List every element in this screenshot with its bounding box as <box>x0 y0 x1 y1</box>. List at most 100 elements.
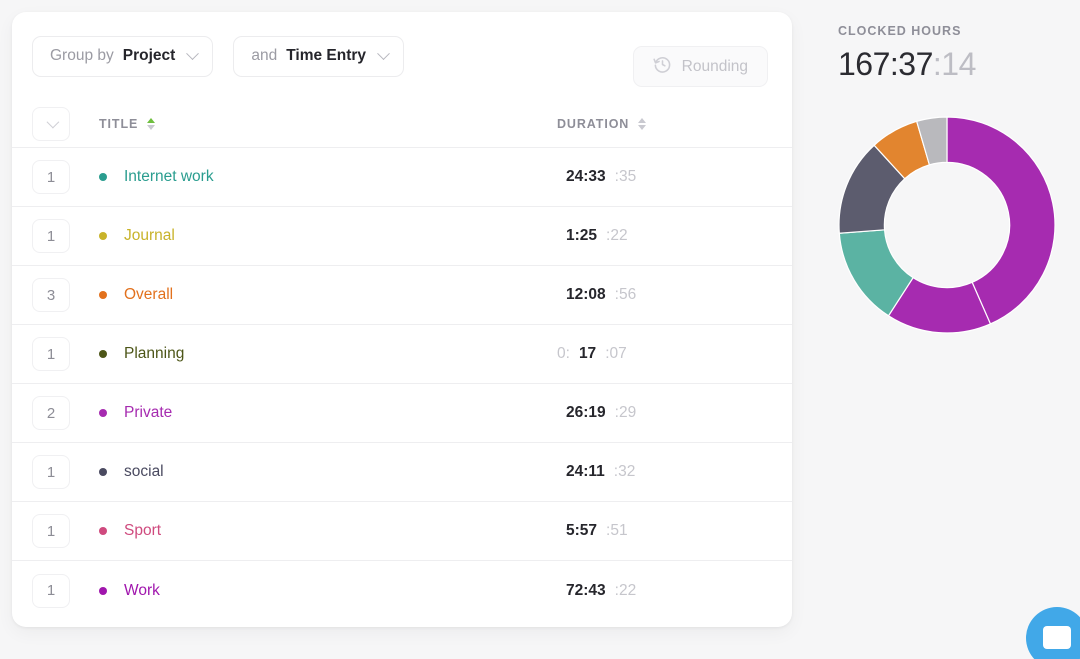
row-title-cell: Work <box>70 582 557 600</box>
table-row[interactable]: 1 Journal 1:25 :22 <box>12 207 792 266</box>
clocked-hours-seconds: :14 <box>932 46 976 82</box>
row-title-cell: Planning <box>70 345 557 363</box>
row-title-cell: Journal <box>70 227 557 245</box>
chevron-down-icon <box>46 115 59 129</box>
duration-seconds: :22 <box>606 227 628 244</box>
row-duration-cell: 24:11:32 <box>557 463 772 481</box>
duration-lead: 0: <box>557 345 570 362</box>
table-row[interactable]: 2 Private 26:19 :29 <box>12 384 792 443</box>
sort-descending-icon <box>147 124 156 130</box>
clocked-hours-hm: 167:37 <box>838 46 933 82</box>
project-color-dot-icon <box>99 409 107 417</box>
duration-hours-minutes: 5:57 <box>566 522 598 539</box>
group-by-value: Project <box>122 47 176 64</box>
project-color-dot-icon <box>99 527 107 535</box>
row-entry-count: 2 <box>32 396 70 430</box>
table-body: 1 Internet work 24:33 :35 1 Journal 1:25 :22 3 Ov… <box>12 148 792 620</box>
collapse-all-button[interactable] <box>32 106 70 141</box>
donut-slice[interactable] <box>915 116 948 166</box>
rounding-label: Rounding <box>681 57 748 75</box>
row-entry-count: 1 <box>32 573 70 608</box>
table-header: TITLE DURATION <box>12 100 792 148</box>
row-title-label: Private <box>124 404 173 421</box>
duration-hours-minutes: 26:19 <box>566 404 606 421</box>
title-column-label: TITLE <box>99 116 139 131</box>
summary-panel: CLOCKED HOURS 167:37:14 <box>838 24 1068 342</box>
row-entry-count: 3 <box>32 278 70 312</box>
duration-hours-minutes: 17 <box>578 345 597 362</box>
row-duration-cell: 26:19 :29 <box>557 404 772 422</box>
donut-slice[interactable] <box>946 116 1056 325</box>
row-entry-count: 1 <box>32 219 70 253</box>
row-title-cell: Sport <box>70 522 557 540</box>
duration-seconds: :51 <box>606 522 628 539</box>
table-row[interactable]: 1 social 24:11:32 <box>12 443 792 502</box>
row-duration-cell: 12:08 :56 <box>557 286 772 304</box>
chevron-down-icon <box>186 46 200 60</box>
row-title-label: Planning <box>124 345 185 362</box>
duration-hours-minutes: 1:25 <box>566 227 598 244</box>
project-color-dot-icon <box>99 232 107 240</box>
group-by-prefix-label: Group by <box>50 47 114 64</box>
row-title-label: Journal <box>124 227 175 244</box>
duration-hours-minutes: 12:08 <box>566 286 606 303</box>
duration-seconds: :56 <box>614 286 637 303</box>
rounding-button[interactable]: Rounding <box>632 46 768 87</box>
row-duration-cell: 72:43 :22 <box>557 582 772 600</box>
duration-seconds: :22 <box>614 581 637 599</box>
project-color-dot-icon <box>99 291 107 299</box>
row-duration-cell: 5:57 :51 <box>557 522 772 540</box>
duration-seconds: :35 <box>614 168 637 185</box>
duration-sort-toggle[interactable] <box>638 117 647 130</box>
toolbar: Group by Project and Time Entry Rounding <box>12 12 792 100</box>
table-row[interactable]: 1 Planning 0: 17 :07 <box>12 325 792 384</box>
duration-seconds: :07 <box>605 345 627 362</box>
row-duration-cell: 24:33 :35 <box>557 168 772 186</box>
row-entry-count: 1 <box>32 160 70 194</box>
row-title-cell: Overall <box>70 286 557 304</box>
row-entry-count: 1 <box>32 455 70 489</box>
row-entry-count: 1 <box>32 337 70 371</box>
column-header-duration[interactable]: DURATION <box>557 117 772 131</box>
project-color-dot-icon <box>99 586 107 595</box>
and-prefix-label: and <box>251 47 278 64</box>
project-color-dot-icon <box>99 468 107 476</box>
group-by-time-entry-dropdown[interactable]: and Time Entry <box>233 35 405 77</box>
sort-descending-icon <box>638 124 647 130</box>
duration-seconds: :29 <box>614 404 637 421</box>
table-row[interactable]: 1 Sport 5:57 :51 <box>12 502 792 561</box>
project-color-dot-icon <box>99 173 107 181</box>
duration-column-label: DURATION <box>557 116 630 131</box>
project-color-dot-icon <box>99 350 107 358</box>
row-title-label: social <box>124 463 164 480</box>
clocked-hours-label: CLOCKED HOURS <box>838 24 962 38</box>
donut-chart-svg <box>838 116 1056 334</box>
chat-bubble-button[interactable] <box>1026 607 1080 659</box>
row-title-cell: social <box>70 463 557 481</box>
column-header-title[interactable]: TITLE <box>70 117 557 131</box>
duration-hours-minutes: 24:33 <box>566 168 606 185</box>
chevron-down-icon <box>377 46 390 60</box>
row-title-cell: Private <box>70 404 557 422</box>
clocked-hours-total: 167:37:14 <box>838 46 1068 83</box>
row-title-label: Sport <box>124 522 162 539</box>
row-title-label: Work <box>124 581 160 599</box>
title-sort-toggle[interactable] <box>147 117 156 130</box>
history-clock-icon <box>653 55 672 79</box>
table-row[interactable]: 1 Work 72:43 :22 <box>12 561 792 620</box>
duration-hours-minutes: 72:43 <box>566 581 606 599</box>
group-by-project-dropdown[interactable]: Group by Project <box>32 35 214 77</box>
sort-ascending-icon <box>638 117 647 123</box>
donut-chart <box>835 113 1068 342</box>
table-row[interactable]: 3 Overall 12:08 :56 <box>12 266 792 325</box>
time-entries-card: Group by Project and Time Entry Rounding <box>12 12 792 627</box>
row-duration-cell: 0: 17 :07 <box>557 345 772 363</box>
row-duration-cell: 1:25 :22 <box>557 227 772 245</box>
sort-ascending-icon <box>147 117 156 123</box>
table-row[interactable]: 1 Internet work 24:33 :35 <box>12 148 792 207</box>
row-entry-count: 1 <box>32 514 70 548</box>
row-title-cell: Internet work <box>70 168 557 186</box>
row-title-label: Internet work <box>124 168 214 185</box>
and-value: Time Entry <box>286 47 367 64</box>
